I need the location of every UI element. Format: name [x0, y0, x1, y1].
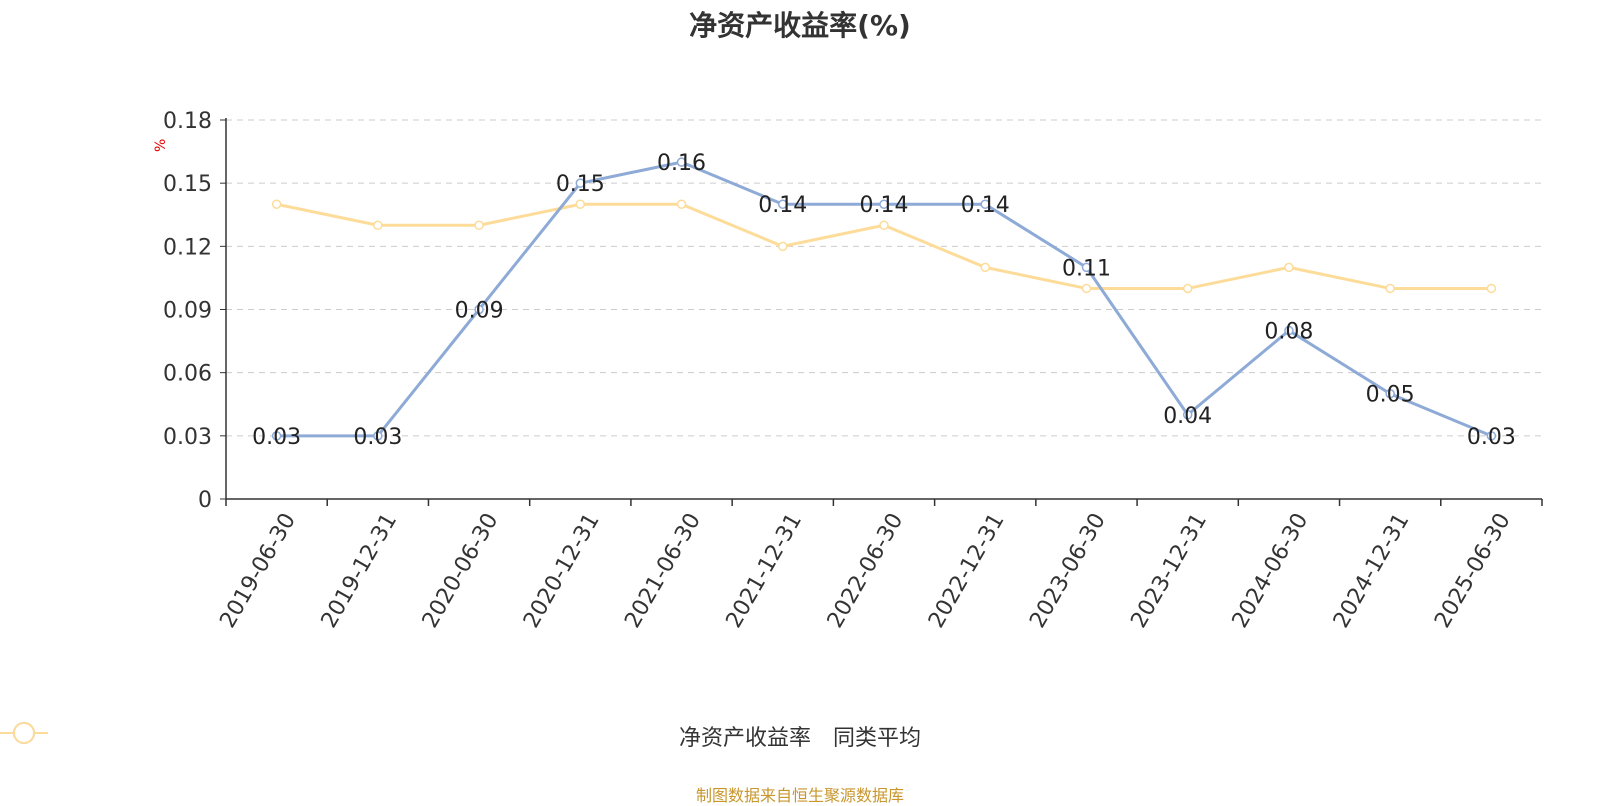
data-point-roe [1385, 388, 1395, 399]
data-source-note: 制图数据来自恒生聚源数据库 [695, 786, 904, 805]
data-point-roe [980, 199, 990, 209]
data-label-roe: 0.16 [657, 151, 706, 176]
x-tick-label: 2020-06-30 [418, 509, 504, 632]
x-tick-label: 2020-12-31 [519, 509, 605, 632]
data-point-roe [1182, 410, 1193, 420]
data-label-roe: 0.14 [961, 193, 1010, 218]
y-tick-label: 0.03 [163, 425, 212, 450]
legend-label-peer-average: 同类平均 [833, 726, 922, 751]
data-point-peer-average [474, 220, 484, 231]
y-tick-label: 0.18 [163, 109, 212, 134]
data-label-roe: 0.11 [1062, 256, 1111, 281]
y-tick-label: 0 [198, 488, 212, 513]
x-tick-label: 2025-06-30 [1430, 509, 1516, 632]
x-tick-label: 2023-12-31 [1126, 509, 1212, 632]
x-tick-label: 2023-06-30 [1025, 509, 1111, 632]
y-tick-label: 0.15 [163, 172, 212, 197]
data-label-roe: 0.08 [1264, 320, 1313, 345]
y-tick-label: 0.06 [163, 362, 212, 387]
data-point-roe [1284, 325, 1294, 336]
data-label-roe: 0.05 [1366, 383, 1415, 408]
data-point-roe [575, 178, 586, 188]
x-tick-label: 2021-12-31 [722, 509, 808, 632]
x-tick-label: 2024-06-30 [1228, 509, 1314, 632]
data-point-peer-average [980, 262, 990, 273]
y-tick-label: 0.09 [163, 299, 212, 324]
data-point-peer-average [1284, 262, 1294, 273]
data-label-roe: 0.09 [455, 299, 504, 324]
x-tick-label: 2022-06-30 [823, 509, 909, 632]
data-point-roe [373, 431, 383, 441]
data-point-peer-average [373, 220, 383, 231]
data-point-roe [474, 304, 484, 315]
data-point-peer-average [1486, 283, 1497, 294]
data-point-peer-average [676, 199, 687, 209]
data-point-roe [778, 199, 788, 209]
data-point-peer-average [879, 220, 889, 231]
data-label-roe: 0.04 [1163, 404, 1212, 429]
x-tick-label: 2024-12-31 [1329, 509, 1415, 632]
line-chart: 0 0.03 0.06 0.09 0.12 0.15 0.18 2019-06-30 2019-… [163, 109, 1543, 632]
data-label-roe: 0.03 [1467, 425, 1516, 450]
data-label-roe: 0.15 [556, 172, 605, 197]
data-label-roe: 0.14 [860, 193, 909, 218]
data-point-peer-average [1182, 283, 1193, 294]
legend-label-roe: 净资产收益率 [678, 726, 811, 751]
legend-item-roe[interactable]: 净资产收益率 [0, 720, 811, 752]
x-tick-label: 2022-12-31 [924, 509, 1010, 632]
data-point-roe [879, 199, 889, 209]
chart-title: 净资产收益率(%) [689, 9, 911, 42]
data-point-peer-average [778, 241, 788, 252]
data-point-roe [271, 431, 282, 441]
data-label-roe: 0.03 [353, 425, 402, 450]
x-tick-label: 2019-12-31 [317, 509, 403, 632]
data-point-peer-average [1081, 283, 1092, 294]
data-point-peer-average [1385, 283, 1395, 294]
data-point-peer-average [271, 199, 282, 209]
data-point-peer-average [575, 199, 586, 209]
x-tick-label: 2019-06-30 [215, 509, 301, 632]
legend-item-peer-average[interactable]: 同类平均 [0, 720, 922, 752]
data-point-roe [1081, 262, 1092, 273]
legend-swatch-peer-average [0, 722, 48, 744]
data-point-roe [676, 157, 687, 167]
data-point-roe [1486, 431, 1497, 441]
data-label-roe: 0.03 [252, 425, 301, 450]
x-tick-label: 2021-06-30 [620, 509, 706, 632]
legend: 净资产收益率 同类平均 [0, 720, 1600, 752]
y-tick-label: 0.12 [163, 235, 212, 260]
data-label-roe: 0.14 [758, 193, 807, 218]
